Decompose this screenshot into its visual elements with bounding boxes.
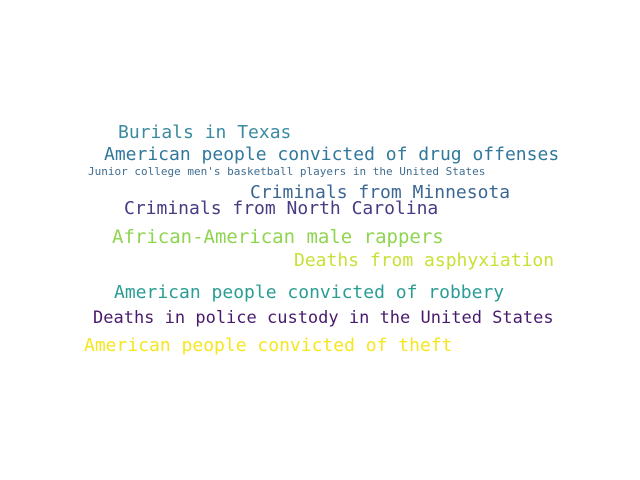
word-convicted-theft: American people convicted of theft [84, 335, 453, 356]
word-criminals-minnesota: Criminals from Minnesota [250, 182, 511, 203]
word-convicted-robbery: American people convicted of robbery [114, 282, 505, 303]
word-criminals-north-carolina: Criminals from North Carolina [124, 198, 439, 219]
word-deaths-asphyxiation: Deaths from asphyxiation [294, 250, 555, 271]
word-junior-college-basketball: Junior college men's basketball players … [88, 165, 486, 178]
word-african-american-rappers: African-American male rappers [112, 226, 444, 248]
word-drug-offenses: American people convicted of drug offens… [104, 144, 560, 165]
word-burials-in-texas: Burials in Texas [118, 122, 292, 143]
word-deaths-police-custody: Deaths in police custody in the United S… [93, 308, 554, 328]
